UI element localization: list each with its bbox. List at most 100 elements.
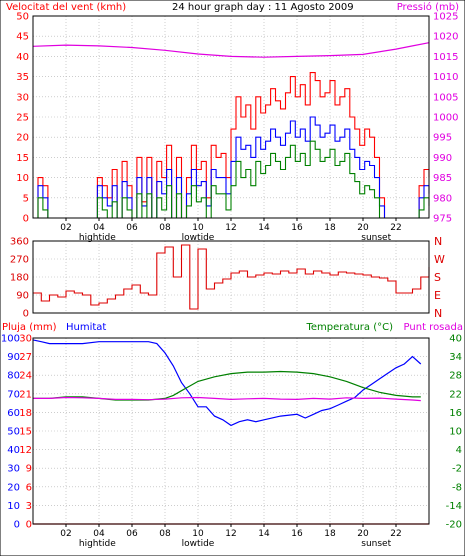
temperature-tick-label: 28: [449, 371, 462, 382]
humidity-tick-label: 10: [7, 501, 20, 512]
direction-degree-label: 180: [10, 273, 29, 284]
direction-degree-label: 360: [10, 237, 29, 248]
dewpoint-label: Punt rosada: [404, 322, 463, 333]
temperature-tick-label: 16: [449, 408, 462, 419]
compass-label: N: [434, 307, 442, 320]
wind-direction-degree-axis: 0 90 180 270 360: [10, 237, 29, 320]
pressure-tick-label: 995: [433, 133, 452, 144]
rain-tick-label: 3: [26, 501, 32, 512]
wind-average-line: [33, 116, 430, 219]
rain-tick-label: 24: [19, 371, 32, 382]
bottom-x-tick-label: 20: [357, 529, 369, 539]
rain-tick-label: 30: [19, 334, 32, 345]
rain-tick-label: 21: [19, 389, 32, 400]
temperature-tick-label: -8: [452, 482, 462, 493]
bottom-x-event-sunset: sunset: [361, 539, 391, 549]
compass-label: S: [434, 271, 441, 284]
pressure-tick-label: 1010: [433, 72, 458, 83]
humidity-line: [32, 339, 422, 427]
dewpoint-line: [33, 396, 421, 402]
rain-tick-label: 0: [26, 520, 32, 531]
wind-speed-tick-label: 40: [16, 52, 29, 63]
temperature-tick-label: -20: [446, 520, 462, 531]
direction-degree-label: 0: [23, 309, 29, 320]
top-x-tick-label: 04: [93, 223, 105, 233]
top-x-tick-label: 20: [357, 223, 369, 233]
pressure-tick-label: 1005: [433, 92, 458, 103]
pressure-tick-label: 1020: [433, 32, 458, 43]
compass-label: W: [434, 253, 445, 266]
wind-speed-tick-label: 35: [16, 72, 29, 83]
bottom-x-tick-label: 04: [93, 529, 105, 539]
top-x-tick-label: 08: [159, 223, 171, 233]
top-x-tick-label: 22: [390, 223, 401, 233]
humidity-temperature-grid: [33, 338, 429, 524]
bottom-x-tick-label: 10: [192, 529, 204, 539]
top-x-tick-label: 14: [258, 223, 270, 233]
humidity-tick-label: 20: [7, 482, 20, 493]
wind-minimum-line: [33, 140, 430, 219]
top-x-tick-label: 10: [192, 223, 204, 233]
bottom-x-tick-label: 08: [159, 529, 171, 539]
rain-label: Pluja (mm): [2, 322, 57, 333]
top-x-event-sunset: sunset: [361, 233, 391, 243]
pressure-label: Pressió (mb): [397, 1, 459, 13]
humidity-tick-label: 60: [7, 408, 20, 419]
humidity-label: Humitat: [66, 322, 106, 333]
rain-tick-label: 27: [19, 352, 32, 363]
pressure-tick-label: 1015: [433, 52, 458, 63]
top-x-event-hightide: hightide: [79, 233, 116, 243]
rain-tick-label: 9: [26, 464, 32, 475]
pressure-axis: 975 980 985 990 995 1000 1005 1010 1015 1020 1025: [433, 12, 458, 225]
top-x-tick-label: 12: [225, 223, 236, 233]
wind-gust-line: [33, 72, 430, 219]
pressure-tick-label: 980: [433, 193, 452, 204]
wind-speed-tick-label: 20: [16, 133, 29, 144]
temperature-tick-label: -2: [452, 464, 462, 475]
temperature-tick-label: 40: [449, 334, 462, 345]
pressure-tick-label: 975: [433, 214, 452, 225]
wind-speed-tick-label: 30: [16, 92, 29, 103]
humidity-tick-label: 70: [7, 389, 20, 400]
bottom-x-axis: 02 04 06 08 10 12 14 16 18 20 22 hightide lowtide sun…: [60, 524, 402, 549]
rain-tick-label: 6: [26, 482, 32, 493]
humidity-tick-label: 30: [7, 464, 20, 475]
wind-pressure-series: [32, 42, 430, 219]
wind-speed-tick-label: 25: [16, 113, 29, 124]
humidity-tick-label: 40: [7, 445, 20, 456]
top-x-tick-label: 18: [324, 223, 336, 233]
bottom-x-tick-label: 12: [225, 529, 236, 539]
wind-speed-tick-label: 5: [23, 193, 29, 204]
humidity-axis: 0 10 20 30 40 50 60 70 80 90 100: [1, 334, 20, 531]
top-x-tick-label: 02: [60, 223, 71, 233]
temperature-label: Temperatura (°C): [305, 322, 393, 333]
rain-axis: 0 3 6 9 12 15 18 21 24 27 30: [19, 334, 32, 531]
temperature-axis: -20 -14 -8 -2 4 10 16 22 28 34 40: [446, 334, 462, 531]
pressure-tick-label: 1025: [433, 12, 458, 23]
temperature-tick-label: 10: [449, 427, 462, 438]
humidity-tick-label: 50: [7, 427, 20, 438]
wind-direction-plot-frame: [32, 240, 430, 314]
pressure-tick-label: 1000: [433, 113, 458, 124]
humidity-tick-label: 80: [7, 371, 20, 382]
top-x-event-lowtide: lowtide: [182, 233, 215, 243]
temperature-tick-label: -14: [446, 501, 462, 512]
wind-speed-axis: 0 5 10 15 20 25 30 35 40 45 50: [16, 12, 29, 225]
bottom-x-event-lowtide: lowtide: [182, 539, 215, 549]
temperature-tick-label: 4: [456, 445, 462, 456]
pressure-line: [32, 42, 430, 58]
wind-speed-tick-label: 10: [16, 173, 29, 184]
bottom-x-tick-label: 16: [291, 529, 303, 539]
pressure-tick-label: 985: [433, 173, 452, 184]
rain-tick-label: 12: [19, 445, 32, 456]
wind-speed-tick-label: 45: [16, 32, 29, 43]
humidity-tick-label: 0: [14, 520, 20, 531]
compass-label: N: [434, 235, 442, 248]
rain-tick-label: 15: [19, 427, 32, 438]
